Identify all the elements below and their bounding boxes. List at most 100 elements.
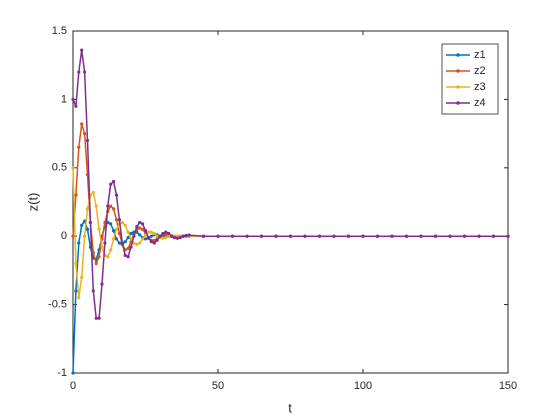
point-marker	[109, 182, 113, 186]
point-marker	[216, 234, 220, 238]
point-marker	[172, 235, 177, 240]
point-marker	[152, 231, 156, 236]
point-marker	[91, 289, 95, 293]
point-marker	[332, 234, 336, 238]
point-marker	[94, 204, 98, 208]
point-marker	[143, 237, 148, 241]
point-marker	[170, 234, 174, 238]
point-marker	[477, 234, 481, 238]
point-marker	[71, 234, 75, 238]
point-marker	[120, 220, 124, 225]
x-axis-label: t	[288, 400, 292, 415]
y-tick-label: 1	[61, 93, 67, 105]
point-marker	[74, 104, 78, 108]
point-marker	[138, 220, 142, 225]
point-marker	[491, 234, 496, 238]
point-marker	[123, 223, 127, 227]
point-marker	[94, 261, 98, 266]
point-marker	[106, 255, 110, 259]
point-marker	[117, 231, 121, 236]
point-marker	[106, 204, 110, 208]
legend-label: z1	[474, 49, 486, 61]
point-marker	[91, 251, 95, 255]
point-marker	[141, 222, 145, 226]
point-marker	[120, 241, 124, 245]
legend-label: z4	[474, 97, 486, 109]
point-marker	[230, 234, 235, 238]
point-marker	[346, 234, 351, 238]
point-marker	[117, 241, 121, 245]
point-marker	[164, 235, 168, 240]
point-marker	[375, 234, 380, 238]
point-marker	[433, 234, 438, 238]
point-marker	[91, 190, 95, 195]
point-marker	[129, 237, 133, 241]
point-marker	[141, 227, 145, 231]
point-marker	[109, 248, 113, 252]
point-marker	[164, 230, 168, 234]
legend-marker	[456, 53, 460, 57]
point-marker	[74, 261, 78, 266]
legend-label: z2	[474, 65, 486, 77]
point-marker	[77, 296, 81, 300]
point-marker	[83, 234, 87, 238]
point-marker	[83, 132, 87, 136]
point-marker	[361, 234, 365, 238]
plot-frame	[72, 30, 509, 374]
point-marker	[74, 289, 78, 293]
y-tick-label: 0.5	[52, 162, 67, 174]
point-marker	[71, 371, 75, 375]
point-marker	[80, 275, 84, 279]
point-marker	[97, 316, 101, 320]
point-marker	[161, 236, 165, 240]
point-marker	[184, 233, 188, 238]
point-marker	[404, 234, 409, 238]
point-marker	[83, 70, 87, 74]
point-marker	[112, 207, 116, 211]
point-marker	[135, 225, 139, 229]
point-marker	[129, 231, 133, 236]
point-marker	[178, 235, 182, 240]
point-marker	[74, 193, 78, 197]
point-marker	[152, 238, 156, 242]
point-marker	[100, 282, 104, 286]
point-marker	[390, 234, 394, 238]
point-marker	[123, 240, 127, 244]
point-marker	[71, 166, 75, 170]
point-marker	[85, 227, 90, 231]
point-marker	[132, 234, 136, 238]
point-marker	[80, 223, 84, 227]
point-marker	[155, 238, 159, 242]
point-marker	[123, 253, 127, 257]
point-marker	[77, 145, 81, 149]
point-marker	[146, 235, 150, 240]
point-marker	[114, 193, 119, 197]
point-marker	[317, 234, 322, 238]
point-marker	[506, 234, 510, 238]
point-marker	[126, 255, 130, 259]
point-marker	[109, 222, 113, 226]
point-marker	[100, 245, 104, 249]
point-marker	[114, 218, 119, 222]
point-marker	[85, 138, 90, 143]
legend-marker	[456, 85, 460, 89]
point-marker	[97, 255, 101, 259]
point-marker	[114, 237, 119, 241]
point-marker	[201, 234, 206, 238]
point-marker	[135, 242, 139, 247]
point-marker	[448, 234, 452, 238]
point-marker	[126, 235, 130, 240]
point-marker	[129, 245, 133, 249]
legend: z1 z2 z3 z4	[441, 43, 499, 115]
point-marker	[187, 233, 191, 237]
point-marker	[167, 231, 171, 236]
series	[71, 48, 510, 320]
point-marker	[88, 220, 92, 225]
point-marker	[94, 316, 98, 320]
point-marker	[117, 218, 121, 222]
point-marker	[245, 234, 249, 238]
point-marker	[149, 234, 153, 238]
point-marker	[288, 234, 293, 238]
point-marker	[112, 237, 116, 241]
